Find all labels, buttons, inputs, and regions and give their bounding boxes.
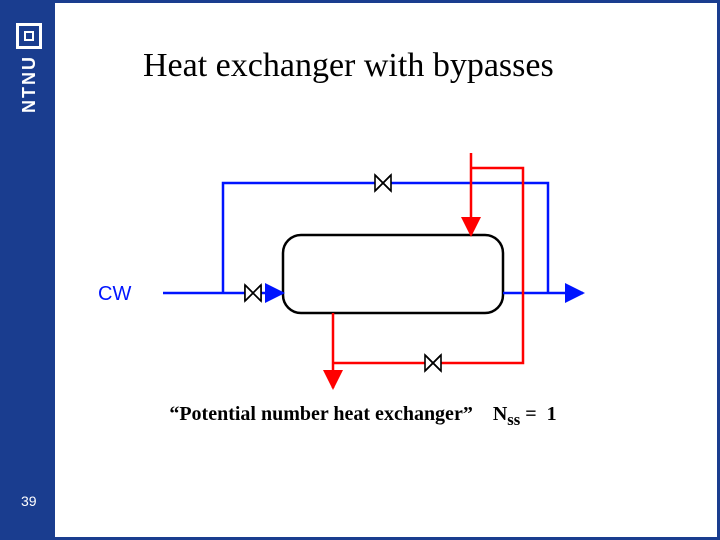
caption-quote-open: “ bbox=[169, 403, 179, 425]
valve-hot-bypass bbox=[425, 355, 441, 371]
slide-frame: NTNU 39 Heat exchanger with bypasses CW bbox=[0, 0, 720, 540]
caption-equals: = bbox=[520, 403, 541, 425]
valve-cold-bypass bbox=[375, 175, 391, 191]
diagram-svg bbox=[103, 143, 623, 403]
ntnu-logo-icon bbox=[16, 23, 42, 49]
caption-quote-close: ” bbox=[463, 403, 473, 425]
caption-text: Potential number heat exchanger bbox=[179, 403, 463, 425]
ntnu-logo-text: NTNU bbox=[19, 55, 39, 113]
slide-title: Heat exchanger with bypasses bbox=[143, 47, 677, 85]
page-number: 39 bbox=[21, 493, 37, 509]
slide-caption: “Potential number heat exchanger” Nss = … bbox=[103, 403, 623, 430]
valve-cold-inlet bbox=[245, 285, 261, 301]
heat-exchanger-diagram bbox=[103, 143, 623, 403]
slide-sidebar: NTNU 39 bbox=[3, 3, 55, 537]
caption-nss-symbol: Nss bbox=[493, 403, 520, 425]
caption-nss-value: 1 bbox=[547, 403, 557, 425]
ntnu-logo: NTNU bbox=[9, 23, 49, 173]
exchanger-box bbox=[283, 235, 503, 313]
